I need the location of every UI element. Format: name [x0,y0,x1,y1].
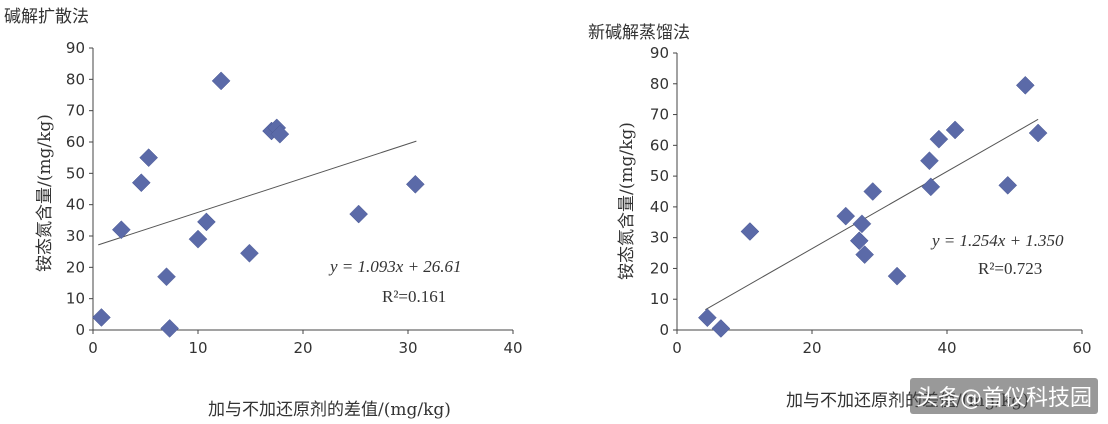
x-tick-label: 40 [503,339,522,357]
y-tick-label: 70 [650,106,669,124]
y-tick-label: 40 [650,198,669,216]
x-tick-label: 0 [672,339,682,357]
data-point [740,222,760,241]
y-tick-label: 60 [650,136,669,154]
y-tick-label: 90 [66,39,85,57]
y-tick-label: 10 [650,290,669,308]
data-point [131,173,151,193]
x-tick-label: 10 [188,339,207,357]
data-point [240,243,259,263]
y-tick-label: 40 [66,196,85,214]
data-point [92,308,111,327]
x-tick-label: 20 [293,339,312,357]
y-tick-label: 50 [650,167,669,185]
data-point [405,174,425,194]
y-tick-label: 80 [66,70,85,88]
x-tick-label: 0 [88,339,98,357]
y-tick-label: 50 [66,164,85,182]
data-point [160,319,180,338]
data-point [998,175,1018,195]
data-point [349,204,369,224]
data-point [887,266,907,286]
data-point [157,267,176,287]
data-point [929,129,949,149]
y-tick-label: 90 [650,44,669,62]
data-point [188,229,208,249]
chart-title-right: 新碱解蒸馏法 [588,23,690,43]
data-point [863,182,883,201]
data-point [111,220,131,240]
chart-title-left: 碱解扩散法 [4,7,89,27]
r-squared-right: R²=0.723 [978,259,1043,278]
data-point [711,319,731,338]
y-tick-label: 20 [66,258,85,276]
x-tick-label: 40 [937,339,956,357]
data-point [920,151,939,171]
x-tick-label: 20 [802,339,821,357]
y-tick-label: 0 [75,321,85,339]
data-point [139,148,159,168]
y-tick-label: 20 [650,259,669,277]
y-tick-label: 70 [66,102,85,120]
data-point [945,120,965,140]
y-tick-label: 30 [66,227,85,245]
data-point [852,214,872,234]
r-squared-left: R²=0.161 [382,287,447,306]
data-point [270,124,290,144]
y-tick-label: 30 [650,229,669,247]
y-tick-label: 80 [650,75,669,93]
data-point [849,231,869,251]
x-tick-label: 30 [398,339,417,357]
trendline-right [705,118,1039,311]
watermark: 头条@首仪科技园 [909,378,1098,414]
y-tick-label: 0 [659,321,669,339]
data-point [836,206,856,226]
data-point [698,308,717,328]
x-axis-label-left: 加与不加还原剂的差值/(mg/kg) [208,400,451,420]
data-point [921,177,941,197]
data-point [211,71,231,91]
regression-equation-left: y = 1.093x + 26.61 [330,257,462,276]
x-tick-label: 60 [1072,339,1091,357]
trendline-left [98,140,417,246]
regression-equation-right: y = 1.254x + 1.350 [932,231,1064,250]
data-point [855,245,875,264]
data-point [197,212,216,232]
data-point [1015,75,1035,95]
y-tick-label: 60 [66,133,85,151]
y-tick-label: 10 [66,290,85,308]
data-point [1028,123,1048,143]
